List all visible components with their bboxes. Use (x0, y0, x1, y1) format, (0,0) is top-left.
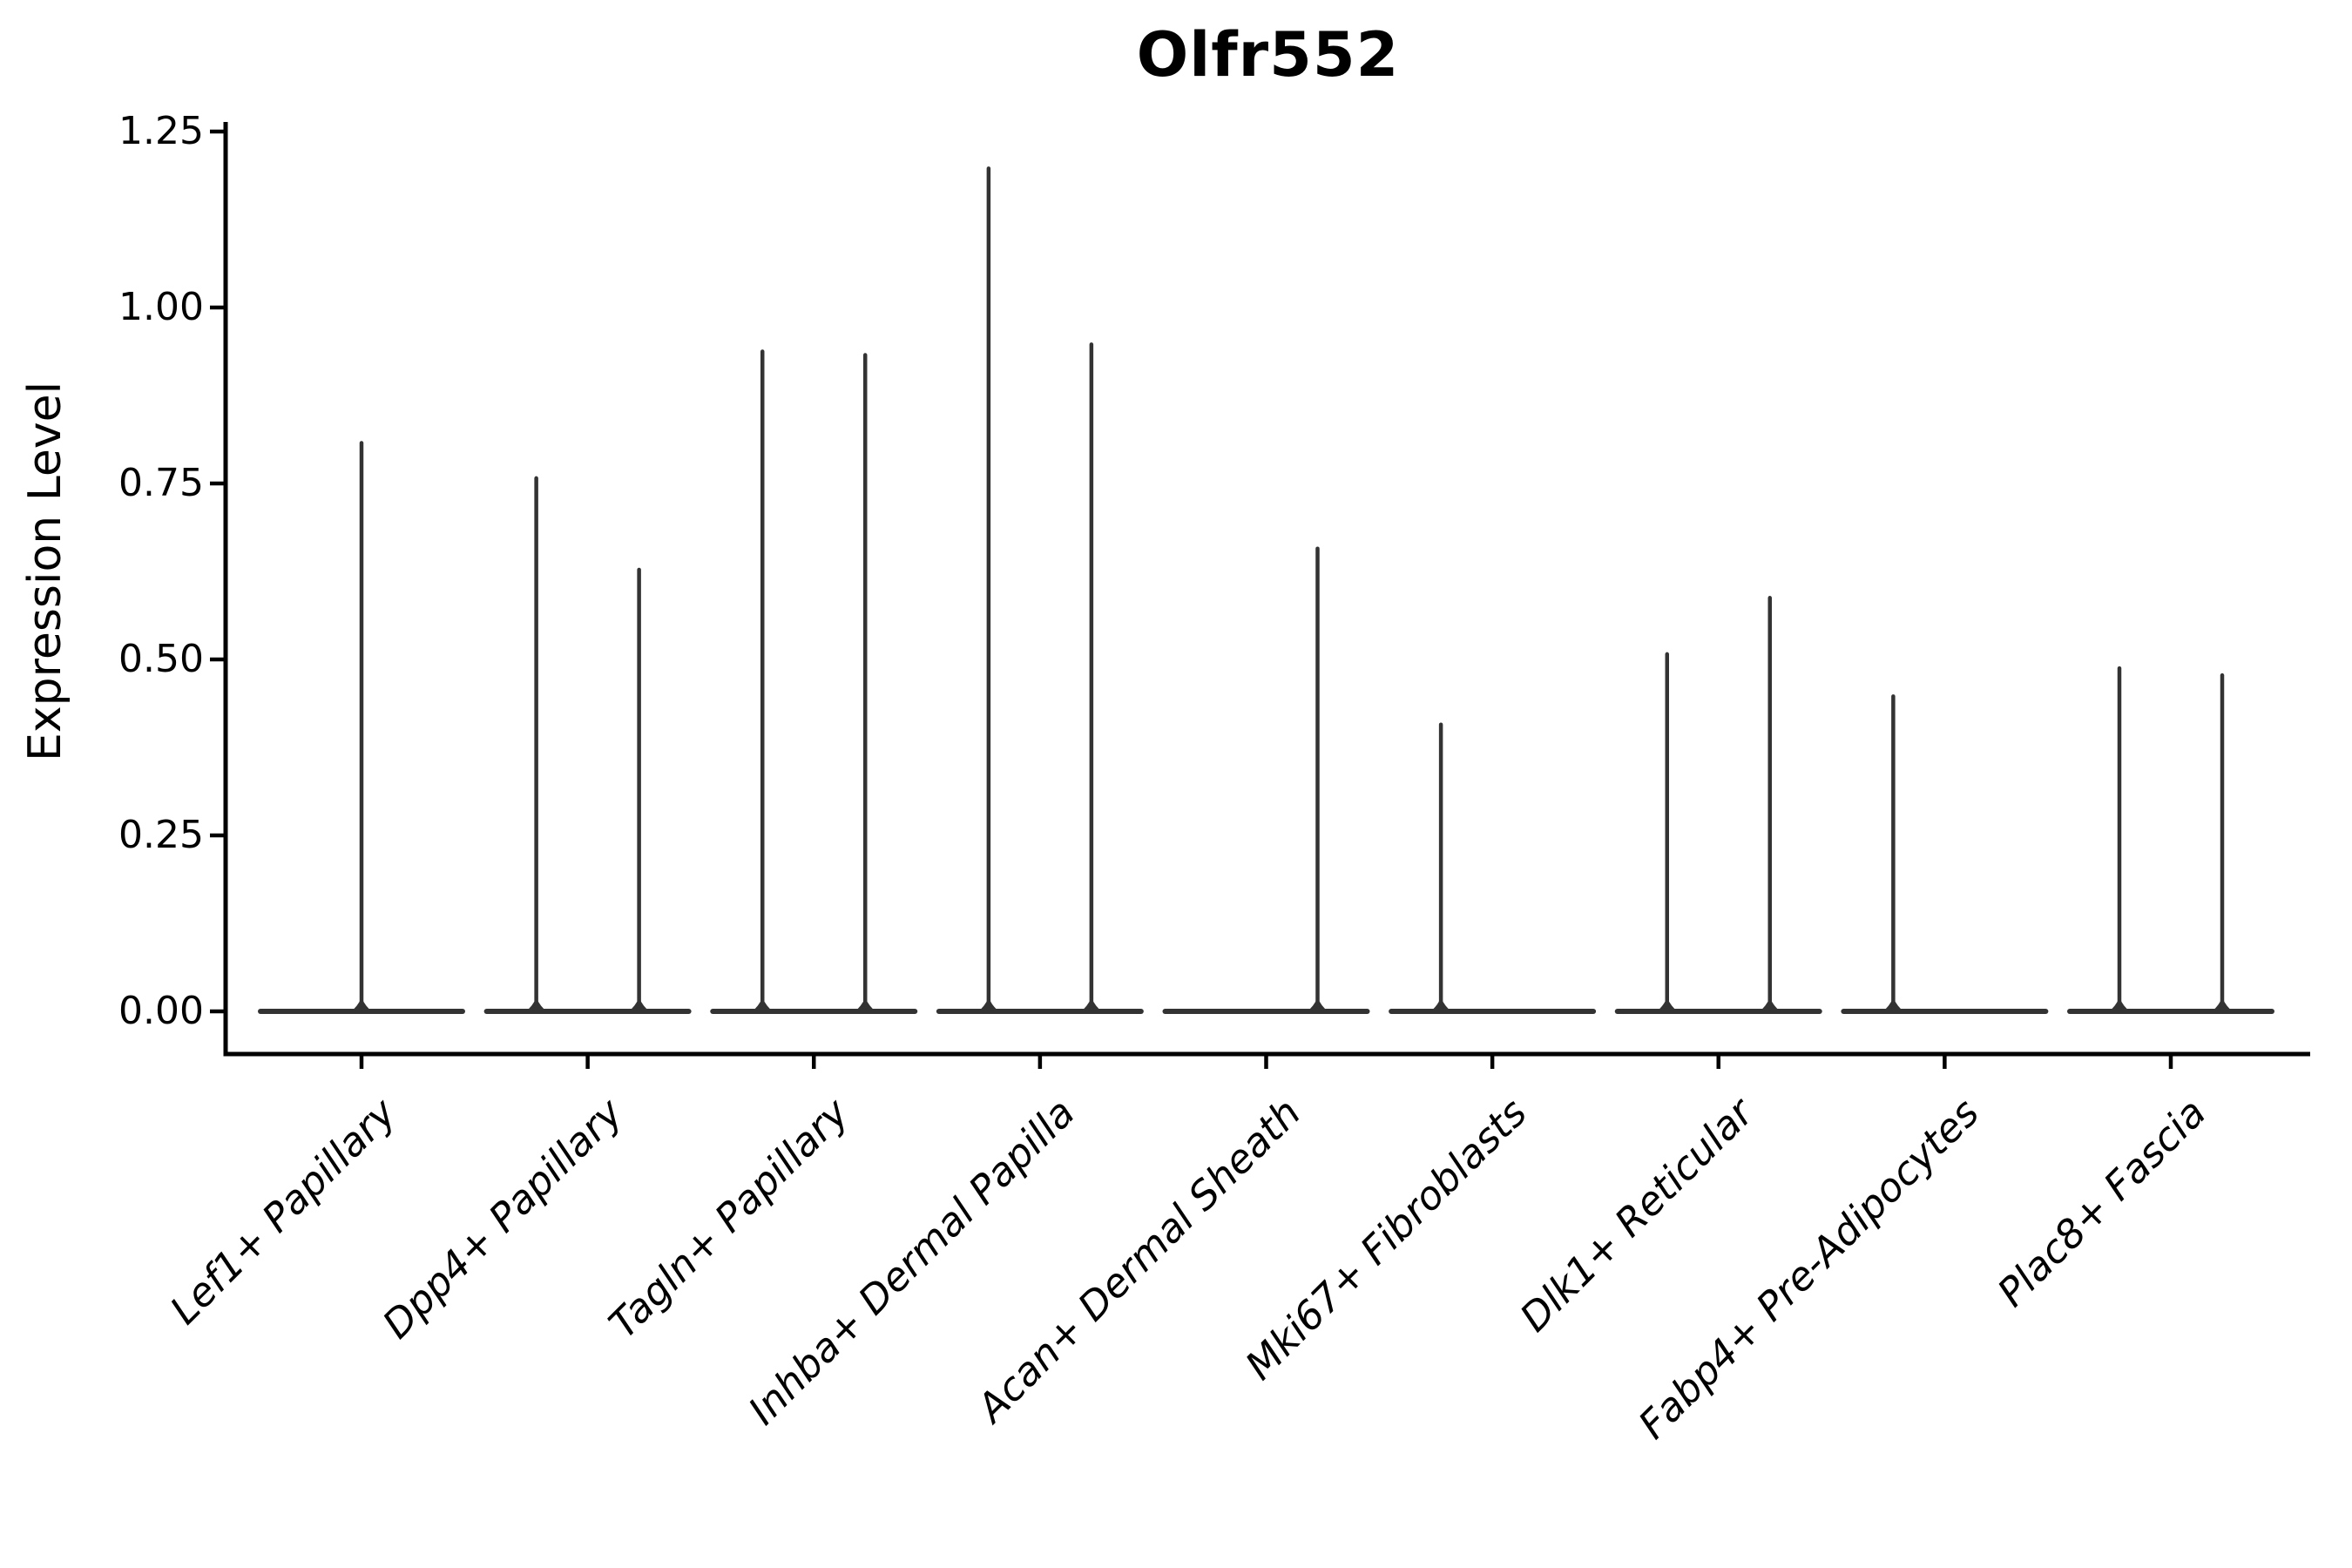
y-tick-label: 0.00 (118, 989, 204, 1033)
violin-baseline (1614, 1009, 1822, 1014)
y-tick-label: 0.25 (118, 813, 204, 857)
violin-baseline (2067, 1009, 2274, 1014)
y-tick-label: 1.25 (118, 109, 204, 153)
y-tick-label: 0.75 (118, 461, 204, 505)
violin-baseline (1841, 1009, 2049, 1014)
violin-baseline (710, 1009, 918, 1014)
violin-baseline (1389, 1009, 1597, 1014)
chart-title: Olfr552 (1136, 19, 1400, 91)
violin-baseline (483, 1009, 692, 1014)
y-tick-label: 1.00 (118, 285, 204, 329)
violin-baseline (1162, 1009, 1370, 1014)
y-tick-label: 0.50 (118, 637, 204, 681)
violin-baseline (936, 1009, 1144, 1014)
